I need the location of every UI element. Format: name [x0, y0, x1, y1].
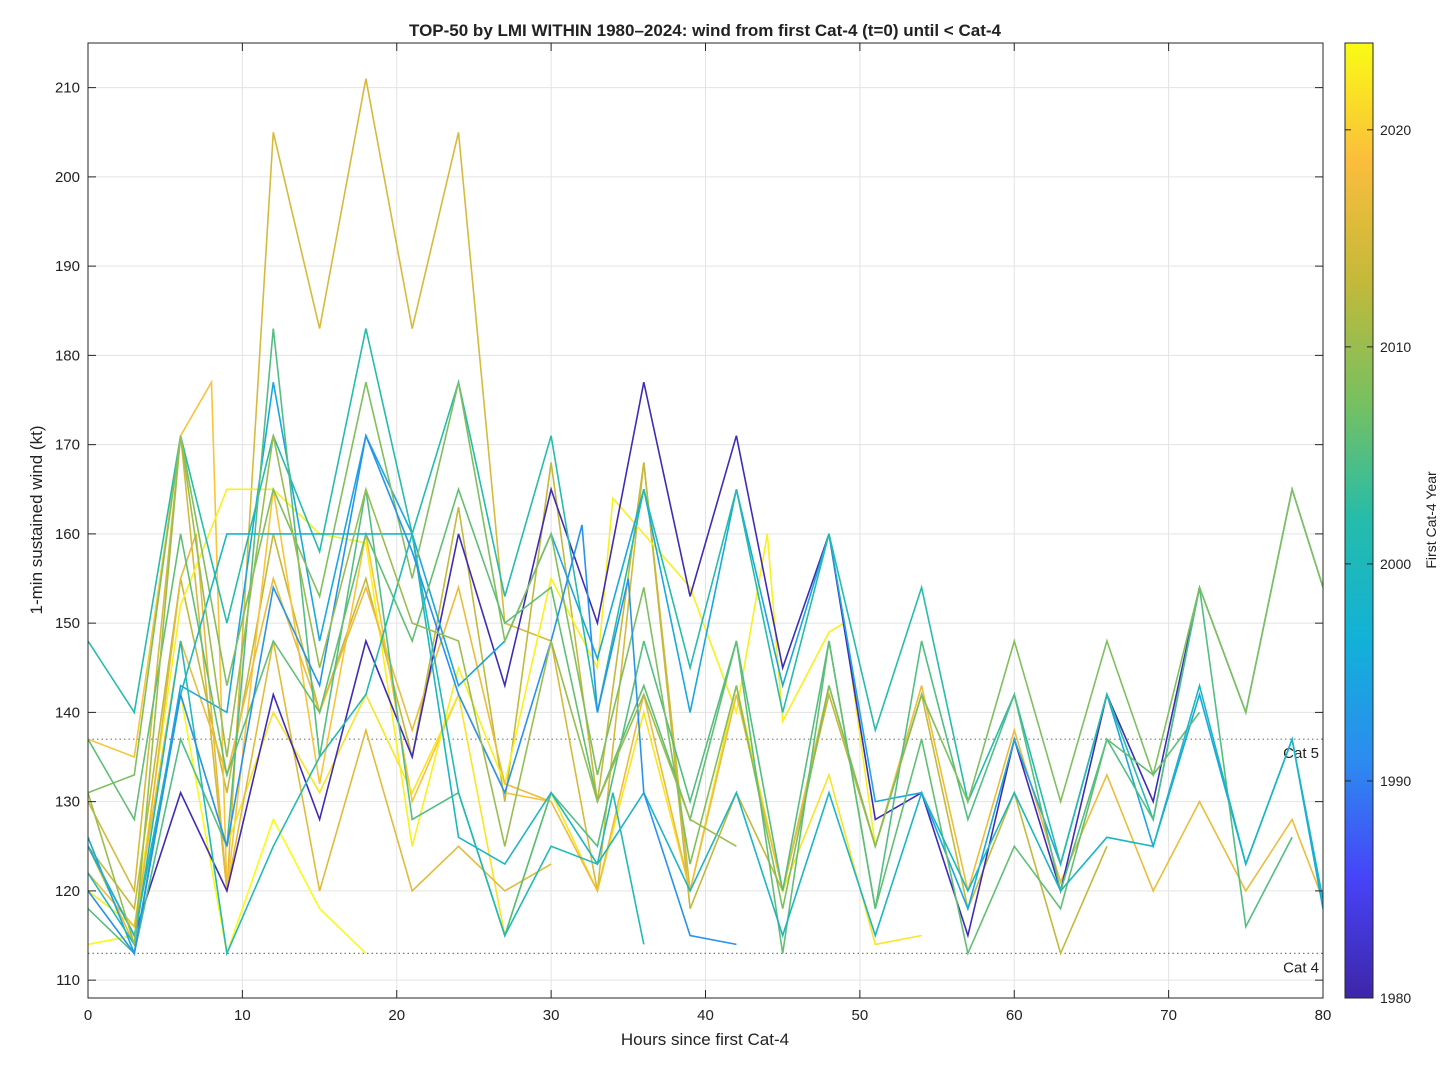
series-line: [88, 533, 1323, 939]
reference-line-label: Cat 5: [1283, 745, 1319, 762]
y-tick-label: 180: [55, 347, 80, 364]
series-line: [88, 382, 1323, 909]
x-tick-label: 60: [1006, 1007, 1023, 1024]
series-line: [88, 78, 691, 894]
y-tick-label: 190: [55, 258, 80, 275]
colorbar-tick-label: 1980: [1380, 990, 1411, 1006]
colorbar-tick-label: 2000: [1380, 556, 1411, 572]
series-line: [88, 533, 552, 948]
series-line: [88, 382, 1323, 957]
y-tick-label: 130: [55, 794, 80, 811]
y-tick-label: 120: [55, 883, 80, 900]
colorbar: 1980 1990 2000 2010 2020 First Cat-4 Year: [1344, 42, 1439, 1006]
x-tick-label: 30: [543, 1007, 560, 1024]
y-tick-label: 160: [55, 526, 80, 543]
y-axis-label: 1-min sustained wind (kt): [27, 426, 46, 615]
x-axis-label: Hours since first Cat-4: [621, 1030, 789, 1049]
x-tick-label: 10: [234, 1007, 251, 1024]
series-line: [88, 328, 1293, 955]
series-group: [88, 78, 1323, 957]
y-tick-label: 170: [55, 437, 80, 454]
series-line: [88, 533, 645, 957]
colorbar-ticks: 1980 1990 2000 2010 2020: [1345, 122, 1411, 1006]
y-tick-label: 200: [55, 169, 80, 186]
x-tick-label: 80: [1315, 1007, 1332, 1024]
series-line: [88, 435, 737, 945]
reference-lines: Cat 5 Cat 4: [88, 738, 1323, 976]
x-tick-label: 70: [1160, 1007, 1177, 1024]
colorbar-tick-label: 2010: [1380, 339, 1411, 355]
series-line: [88, 488, 877, 929]
x-tick-label: 50: [852, 1007, 869, 1024]
reference-line-label: Cat 4: [1283, 959, 1319, 976]
x-ticks: 0 10 20 30 40 50 60 70 80: [84, 43, 1332, 1024]
x-tick-label: 40: [697, 1007, 714, 1024]
colorbar-gradient: [1344, 42, 1374, 999]
series-line: [88, 432, 737, 956]
colorbar-tick-label: 1990: [1380, 773, 1411, 789]
chart-title: TOP-50 by LMI WITHIN 1980–2024: wind fro…: [409, 21, 1002, 40]
y-tick-label: 110: [56, 972, 80, 989]
x-tick-label: 20: [388, 1007, 405, 1024]
series-line: [88, 575, 1323, 929]
y-ticks: 110 120 130 140 150 160 170 180 190 200 210: [55, 80, 1323, 989]
colorbar-tick-label: 2020: [1380, 122, 1411, 138]
x-tick-label: 0: [84, 1007, 92, 1024]
y-tick-label: 150: [55, 615, 80, 632]
y-tick-label: 140: [55, 704, 80, 721]
colorbar-label: First Cat-4 Year: [1423, 471, 1439, 569]
series-line: [88, 486, 1201, 957]
y-tick-label: 210: [55, 80, 80, 97]
